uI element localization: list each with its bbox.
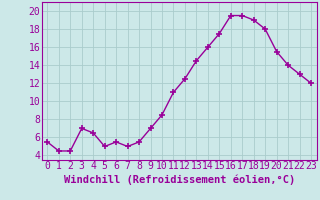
X-axis label: Windchill (Refroidissement éolien,°C): Windchill (Refroidissement éolien,°C) xyxy=(64,174,295,185)
